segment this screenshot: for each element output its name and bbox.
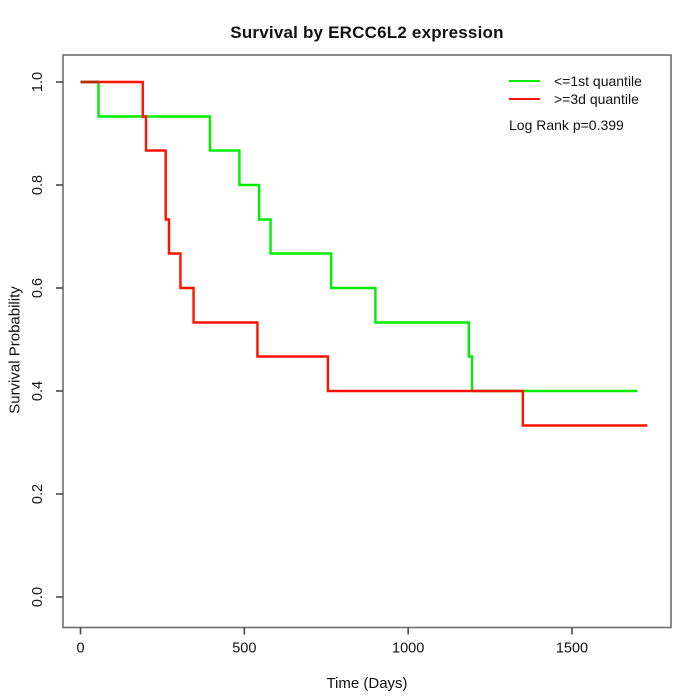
y-tick-label: 0.6 [30,278,46,298]
x-tick-label: 1500 [556,641,588,657]
y-tick-label: 0.2 [30,484,46,504]
x-axis-ticks: 0 500 1000 1500 [76,627,588,657]
y-axis-label: Survival Probability [6,286,24,414]
x-tick-label: 0 [76,641,84,657]
green-survival-curve [80,80,638,393]
legend-item-high-expression: >=3d quantile [509,90,642,108]
y-axis-ticks: 0.0 0.2 0.4 0.6 0.8 1.0 [30,72,63,607]
y-tick-label: 1.0 [30,72,46,92]
legend-label-low: <=1st quantile [554,73,642,89]
red-survival-curve [80,80,648,427]
survival-curves [80,80,648,427]
legend-label-high: >=3d quantile [554,91,639,107]
log-rank-annotation: Log Rank p=0.399 [509,117,624,133]
y-tick-label: 0.8 [30,175,46,195]
green-line-swatch [509,80,540,82]
x-tick-label: 1000 [392,641,424,657]
red-line-swatch [509,98,540,100]
y-tick-label: 0.0 [30,587,46,607]
legend: <=1st quantile >=3d quantile Log Rank p=… [509,72,642,133]
plot-border-box [62,54,672,629]
x-tick-label: 500 [232,641,256,657]
y-tick-label: 0.4 [30,381,46,401]
legend-item-low-expression: <=1st quantile [509,72,642,90]
chart-title: Survival by ERCC6L2 expression [230,23,504,42]
x-axis-label: Time (Days) [326,675,408,692]
